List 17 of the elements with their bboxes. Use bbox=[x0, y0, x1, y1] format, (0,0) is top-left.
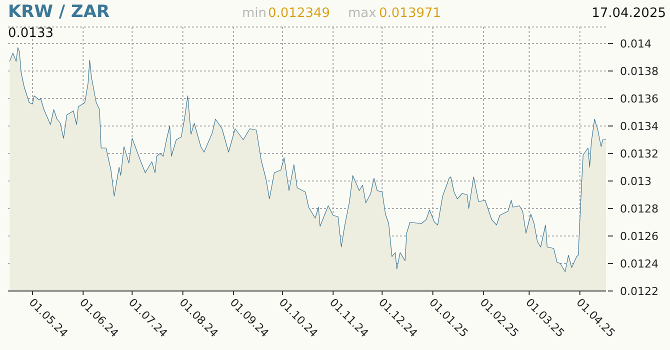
y-tick-label: 0.0124 bbox=[620, 257, 658, 270]
y-tick-label: 0.0134 bbox=[620, 120, 658, 133]
y-tick-label: 0.0132 bbox=[620, 147, 658, 160]
text: max bbox=[348, 6, 377, 21]
y-tick-label: 0.014 bbox=[620, 37, 652, 50]
y-tick-label: 0.0122 bbox=[620, 284, 658, 298]
y-tick-label: 0.0128 bbox=[620, 202, 658, 216]
y-tick-label: 0.0136 bbox=[620, 92, 658, 106]
y-tick-label: 0.0138 bbox=[620, 64, 658, 78]
text: 0.012349 bbox=[268, 6, 330, 21]
text: 17.04.2025 bbox=[592, 6, 666, 21]
y-tick-label: 0.013 bbox=[620, 174, 652, 188]
text: min bbox=[242, 6, 267, 21]
text: 0.013971 bbox=[379, 6, 442, 21]
y-tick-label: 0.0126 bbox=[620, 230, 658, 243]
annotation: 0.0133 bbox=[8, 26, 54, 41]
chart-title: KRW / ZAR bbox=[8, 2, 110, 22]
